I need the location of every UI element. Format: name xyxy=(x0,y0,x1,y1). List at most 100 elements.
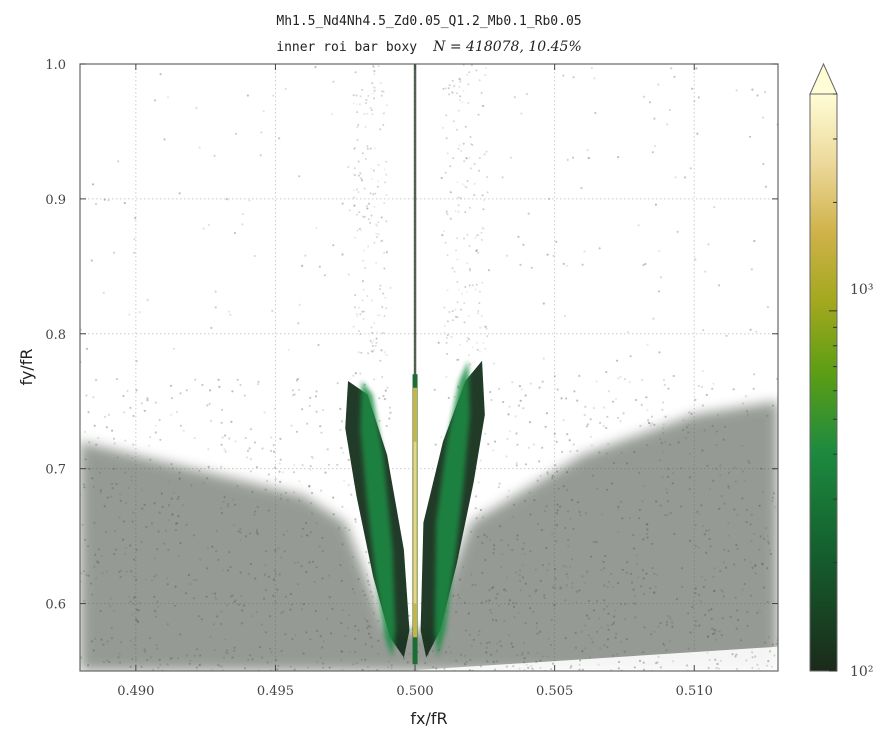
cloud-point xyxy=(166,96,170,99)
streak-point xyxy=(378,288,381,291)
streak-point xyxy=(481,226,484,229)
streak-point xyxy=(451,267,454,270)
cloud-point xyxy=(354,372,357,375)
cloud-point xyxy=(685,426,689,429)
cloud-point xyxy=(709,545,712,548)
cloud-point xyxy=(681,428,685,432)
cloud-point xyxy=(749,328,752,331)
cloud-point xyxy=(485,642,489,645)
cloud-point xyxy=(198,146,201,149)
cloud-point xyxy=(566,158,569,161)
streak-point xyxy=(375,337,378,340)
streak-point xyxy=(444,87,447,90)
cloud-point xyxy=(635,563,639,566)
cloud-point xyxy=(496,642,499,645)
cloud-point xyxy=(523,552,526,556)
cloud-point xyxy=(585,425,589,428)
cloud-point xyxy=(475,517,478,520)
cloud-point xyxy=(113,609,116,612)
cloud-point xyxy=(95,379,98,382)
cloud-point xyxy=(634,398,638,402)
cloud-point xyxy=(201,383,204,386)
colorbar: 10³ 10² xyxy=(809,62,873,680)
cloud-point xyxy=(435,667,438,670)
cloud-point xyxy=(773,654,776,657)
cloud-point xyxy=(719,474,722,477)
cloud-point xyxy=(584,512,588,515)
cloud-point xyxy=(111,482,114,486)
cloud-point xyxy=(680,467,683,470)
cloud-point xyxy=(228,551,231,554)
cloud-point xyxy=(233,649,236,652)
cloud-point xyxy=(364,618,367,621)
cloud-point xyxy=(233,503,237,506)
cloud-point xyxy=(673,532,676,536)
cloud-point xyxy=(340,622,343,625)
cloud-point xyxy=(767,660,770,663)
cloud-point xyxy=(602,560,605,564)
cloud-point xyxy=(708,658,711,662)
cloud-point xyxy=(551,477,554,480)
y-tick-label: 0.9 xyxy=(45,193,66,208)
streak-point xyxy=(353,204,356,207)
cloud-point xyxy=(605,452,608,455)
cloud-point xyxy=(556,503,559,506)
streak-point xyxy=(484,347,487,350)
cloud-point xyxy=(140,402,143,405)
cloud-point xyxy=(157,666,160,669)
streak-point xyxy=(356,139,359,142)
cloud-point xyxy=(556,388,559,391)
cloud-point xyxy=(538,460,541,463)
cloud-point xyxy=(94,553,97,556)
cloud-point xyxy=(163,138,166,141)
cloud-point xyxy=(567,538,570,541)
cloud-point xyxy=(383,398,386,401)
cloud-point xyxy=(340,649,343,653)
cloud-point xyxy=(588,656,592,659)
streak-point xyxy=(458,86,461,88)
streak-point xyxy=(376,185,379,188)
streak-point xyxy=(370,299,373,302)
cloud-point xyxy=(175,522,179,525)
cloud-point xyxy=(626,561,629,564)
cloud-point xyxy=(617,667,620,670)
cloud-point xyxy=(110,597,113,600)
streak-point xyxy=(459,80,462,83)
cloud-point xyxy=(133,251,136,254)
cloud-point xyxy=(513,96,516,99)
cloud-point xyxy=(344,635,347,638)
x-axis-label: fx/fR xyxy=(410,709,447,728)
streak-point xyxy=(382,124,385,126)
cloud-point xyxy=(192,578,196,582)
cloud-point xyxy=(342,479,346,482)
cloud-point xyxy=(119,499,122,502)
cloud-point xyxy=(555,512,558,515)
cloud-point xyxy=(515,461,518,465)
cloud-point xyxy=(713,590,716,593)
cloud-point xyxy=(501,176,504,179)
cloud-point xyxy=(348,528,351,532)
streak-point xyxy=(446,289,449,292)
cloud-point xyxy=(114,548,117,551)
cloud-point xyxy=(553,375,557,378)
cloud-point xyxy=(179,633,182,636)
streak-point xyxy=(469,167,472,170)
streak-point xyxy=(385,307,388,310)
cloud-point xyxy=(500,566,503,569)
cloud-point xyxy=(141,507,144,510)
cloud-point xyxy=(220,511,223,515)
cloud-point xyxy=(269,615,272,618)
cloud-point xyxy=(746,610,749,614)
streak-point xyxy=(366,112,369,115)
streak-point xyxy=(446,336,449,339)
cloud-point xyxy=(311,560,315,564)
cloud-point xyxy=(702,585,705,589)
cloud-point xyxy=(501,553,504,556)
cloud-point xyxy=(541,655,544,658)
cloud-point xyxy=(249,562,252,566)
cloud-point xyxy=(125,546,128,549)
cloud-point xyxy=(538,386,541,389)
streak-point xyxy=(466,180,469,182)
streak-point xyxy=(454,315,457,318)
streak-point xyxy=(456,301,459,304)
